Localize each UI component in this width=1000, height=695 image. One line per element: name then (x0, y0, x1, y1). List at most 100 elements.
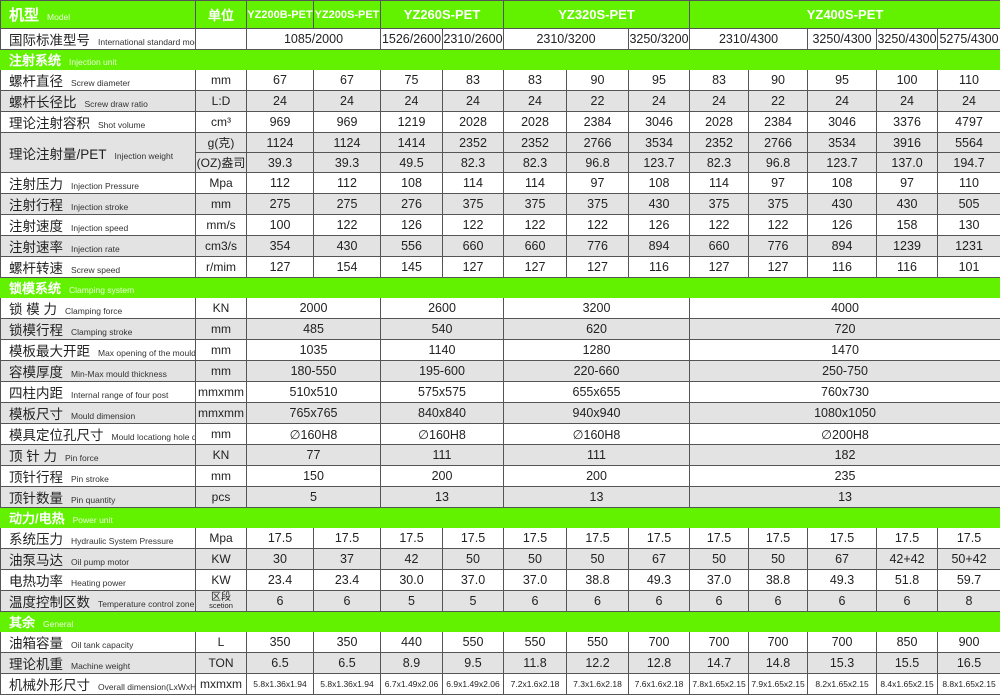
value-cell: 83 (504, 70, 567, 91)
row-label-en: Overall dimension(LxWxH) (98, 682, 196, 692)
value-cell: 114 (504, 173, 567, 194)
value-cell: 24 (690, 91, 749, 112)
value-cell: 97 (749, 173, 808, 194)
value-cell: 1470 (690, 340, 1000, 361)
value-cell: 51.8 (877, 570, 938, 591)
value-cell: 126 (808, 215, 877, 236)
value-cell: 2310/4300 (690, 29, 808, 50)
value-cell: 550 (567, 632, 629, 653)
model-name-header: YZ400S-PET (690, 1, 1000, 29)
row-label-cn: 容模厚度 (9, 365, 63, 380)
value-cell: 22 (749, 91, 808, 112)
value-cell: 24 (877, 91, 938, 112)
value-cell: 3250/4300 (877, 29, 938, 50)
section-title-cn: 其余 (9, 615, 35, 630)
row-label-en: Screw diameter (71, 78, 130, 88)
value-cell: 17.5 (749, 528, 808, 549)
unit-cell: KW (196, 570, 247, 591)
value-cell: 2766 (749, 133, 808, 153)
row-label-en: Temperature control zone (98, 599, 194, 609)
value-cell: 95 (808, 70, 877, 91)
value-cell: 17.5 (381, 528, 443, 549)
row-label-cn: 油泵马达 (9, 553, 63, 568)
unit-cell: cm3/s (196, 236, 247, 257)
value-cell: 24 (629, 91, 690, 112)
row-label-en: Screw speed (71, 265, 120, 275)
value-cell: 195-600 (381, 361, 504, 382)
row-label-cn: 锁模行程 (9, 323, 63, 338)
value-cell: 96.8 (749, 153, 808, 173)
value-cell: 375 (504, 194, 567, 215)
value-cell: 49.3 (629, 570, 690, 591)
row-label-en: Shot volume (98, 120, 145, 130)
value-cell: 14.8 (749, 653, 808, 674)
model-name-header: YZ200S-PET (314, 1, 381, 29)
value-cell: 354 (247, 236, 314, 257)
value-cell: 200 (504, 466, 690, 487)
value-cell: 95 (629, 70, 690, 91)
value-cell: 505 (938, 194, 1000, 215)
value-cell: 126 (381, 215, 443, 236)
value-cell: 3916 (877, 133, 938, 153)
unit-cell: Mpa (196, 173, 247, 194)
value-cell: 660 (504, 236, 567, 257)
value-cell: 127 (749, 257, 808, 278)
value-cell: 116 (629, 257, 690, 278)
unit-cell: cm³ (196, 112, 247, 133)
row-label-cn: 螺杆长径比 (9, 95, 77, 110)
value-cell: 114 (443, 173, 504, 194)
value-cell: 485 (247, 319, 381, 340)
value-cell: 49.5 (381, 153, 443, 173)
value-cell: 50+42 (938, 549, 1000, 570)
value-cell: 6.5 (314, 653, 381, 674)
section-title-en: Clamping system (69, 285, 134, 295)
value-cell: 24 (314, 91, 381, 112)
row-label-en: Min-Max mould thickness (71, 369, 167, 379)
value-cell: 7.2x1.6x2.18 (504, 674, 567, 695)
value-cell: ∅160H8 (247, 424, 381, 445)
value-cell: 42+42 (877, 549, 938, 570)
unit-cell: mmxmm (196, 382, 247, 403)
value-cell: 17.5 (247, 528, 314, 549)
value-cell: 430 (877, 194, 938, 215)
value-cell: 127 (443, 257, 504, 278)
value-cell: 82.3 (504, 153, 567, 173)
value-cell: 2352 (443, 133, 504, 153)
value-cell: 127 (247, 257, 314, 278)
value-cell: 700 (690, 632, 749, 653)
value-cell: 24 (938, 91, 1000, 112)
value-cell: 23.4 (314, 570, 381, 591)
value-cell: 350 (314, 632, 381, 653)
row-label-cn: 顶针行程 (9, 470, 63, 485)
model-label-en: Model (47, 12, 70, 22)
value-cell: 14.7 (690, 653, 749, 674)
value-cell: 5275/4300 (938, 29, 1000, 50)
value-cell: 1124 (247, 133, 314, 153)
value-cell: 5.8x1.36x1.94 (314, 674, 381, 695)
value-cell: 894 (629, 236, 690, 257)
value-cell: 30 (247, 549, 314, 570)
value-cell: 13 (690, 487, 1000, 508)
